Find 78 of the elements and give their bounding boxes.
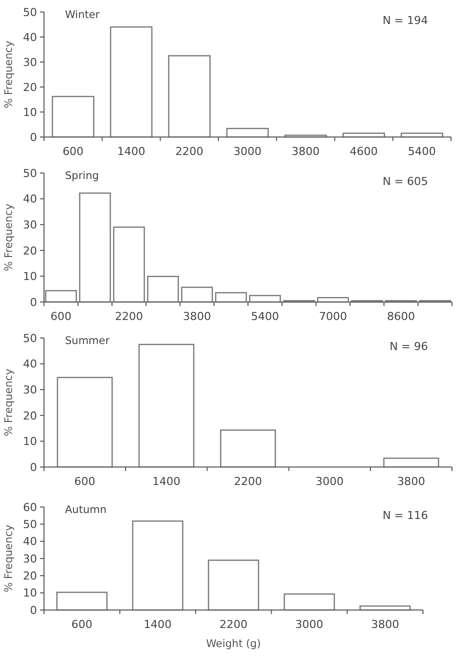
annotation: N = 96 [390, 340, 428, 353]
bar [215, 292, 247, 303]
y-tick-label: 0 [30, 460, 37, 474]
x-tick-label: 8600 [387, 310, 415, 323]
y-tick-label: 20 [23, 570, 37, 583]
y-axis-title: % Frequency [3, 368, 15, 436]
y-tick-label: 30 [23, 218, 37, 232]
y-tick-label: 50 [23, 518, 37, 532]
x-axis-title: Weight (g) [206, 638, 261, 650]
bar [52, 96, 94, 138]
bar [132, 520, 184, 611]
bar [113, 226, 145, 303]
chart-title: Winter [65, 9, 100, 21]
y-axis-title: % Frequency [3, 40, 15, 108]
bar [56, 592, 108, 611]
annotation: N = 116 [382, 509, 428, 522]
y-tick-label: 30 [23, 552, 37, 566]
x-tick-label: 1400 [152, 475, 180, 488]
chart-title: Autumn [65, 504, 106, 516]
y-tick-label: 30 [23, 383, 37, 396]
bar [79, 192, 111, 303]
x-tick-label: 5400 [408, 145, 436, 158]
bar [208, 560, 260, 611]
bar [220, 430, 276, 468]
y-tick-label: 0 [30, 130, 37, 144]
y-tick-label: 20 [23, 409, 37, 422]
y-tick-label: 40 [23, 535, 37, 548]
chart-title: Spring [65, 170, 99, 182]
x-tick-label: 3000 [234, 145, 262, 158]
y-tick-label: 10 [23, 586, 37, 600]
bar [56, 376, 113, 468]
x-tick-label: 3000 [295, 618, 324, 631]
y-tick-label: 40 [23, 358, 37, 371]
x-tick-label: 4600 [350, 145, 378, 158]
x-tick-label: 3800 [397, 475, 426, 488]
x-tick-label: 1400 [144, 618, 172, 631]
bar [284, 593, 335, 611]
y-axis-title: % Frequency [3, 524, 15, 592]
bar [181, 286, 213, 303]
x-tick-label: 3800 [292, 145, 320, 158]
y-tick-label: 0 [30, 296, 37, 309]
bar [168, 55, 211, 138]
y-tick-label: 20 [23, 80, 37, 94]
bar [110, 26, 152, 138]
x-tick-label: 3800 [183, 310, 211, 323]
x-tick-label: 600 [62, 145, 84, 158]
x-tick-label: 1400 [117, 145, 146, 158]
x-tick-label: 600 [50, 310, 72, 323]
y-tick-label: 10 [23, 270, 37, 284]
chart-title: Summer [65, 335, 110, 347]
x-tick-label: 2200 [175, 145, 204, 158]
x-tick-label: 7000 [319, 310, 347, 323]
bar [45, 290, 77, 303]
y-tick-label: 30 [23, 56, 37, 69]
y-tick-label: 20 [23, 244, 37, 258]
x-tick-label: 2200 [115, 310, 143, 323]
y-tick-label: 60 [23, 500, 37, 514]
y-tick-label: 0 [30, 604, 37, 617]
bar [138, 344, 194, 468]
x-tick-label: 5400 [251, 310, 279, 323]
y-tick-label: 10 [23, 435, 37, 448]
x-tick-label: 600 [74, 475, 96, 488]
y-tick-label: 50 [23, 332, 37, 345]
bar [147, 276, 179, 303]
y-axis-title: % Frequency [3, 204, 15, 272]
y-tick-label: 40 [23, 30, 37, 44]
y-tick-label: 10 [23, 106, 37, 119]
y-tick-label: 40 [23, 192, 37, 206]
x-tick-label: 2200 [234, 475, 262, 488]
annotation: N = 605 [382, 175, 428, 188]
annotation: N = 194 [382, 14, 428, 27]
y-tick-label: 50 [23, 6, 37, 19]
x-tick-label: 600 [71, 618, 92, 631]
x-tick-label: 2200 [220, 618, 248, 631]
x-tick-label: 3800 [371, 618, 400, 631]
y-tick-label: 50 [23, 166, 37, 180]
bar [383, 458, 440, 468]
x-tick-label: 3000 [316, 475, 344, 488]
